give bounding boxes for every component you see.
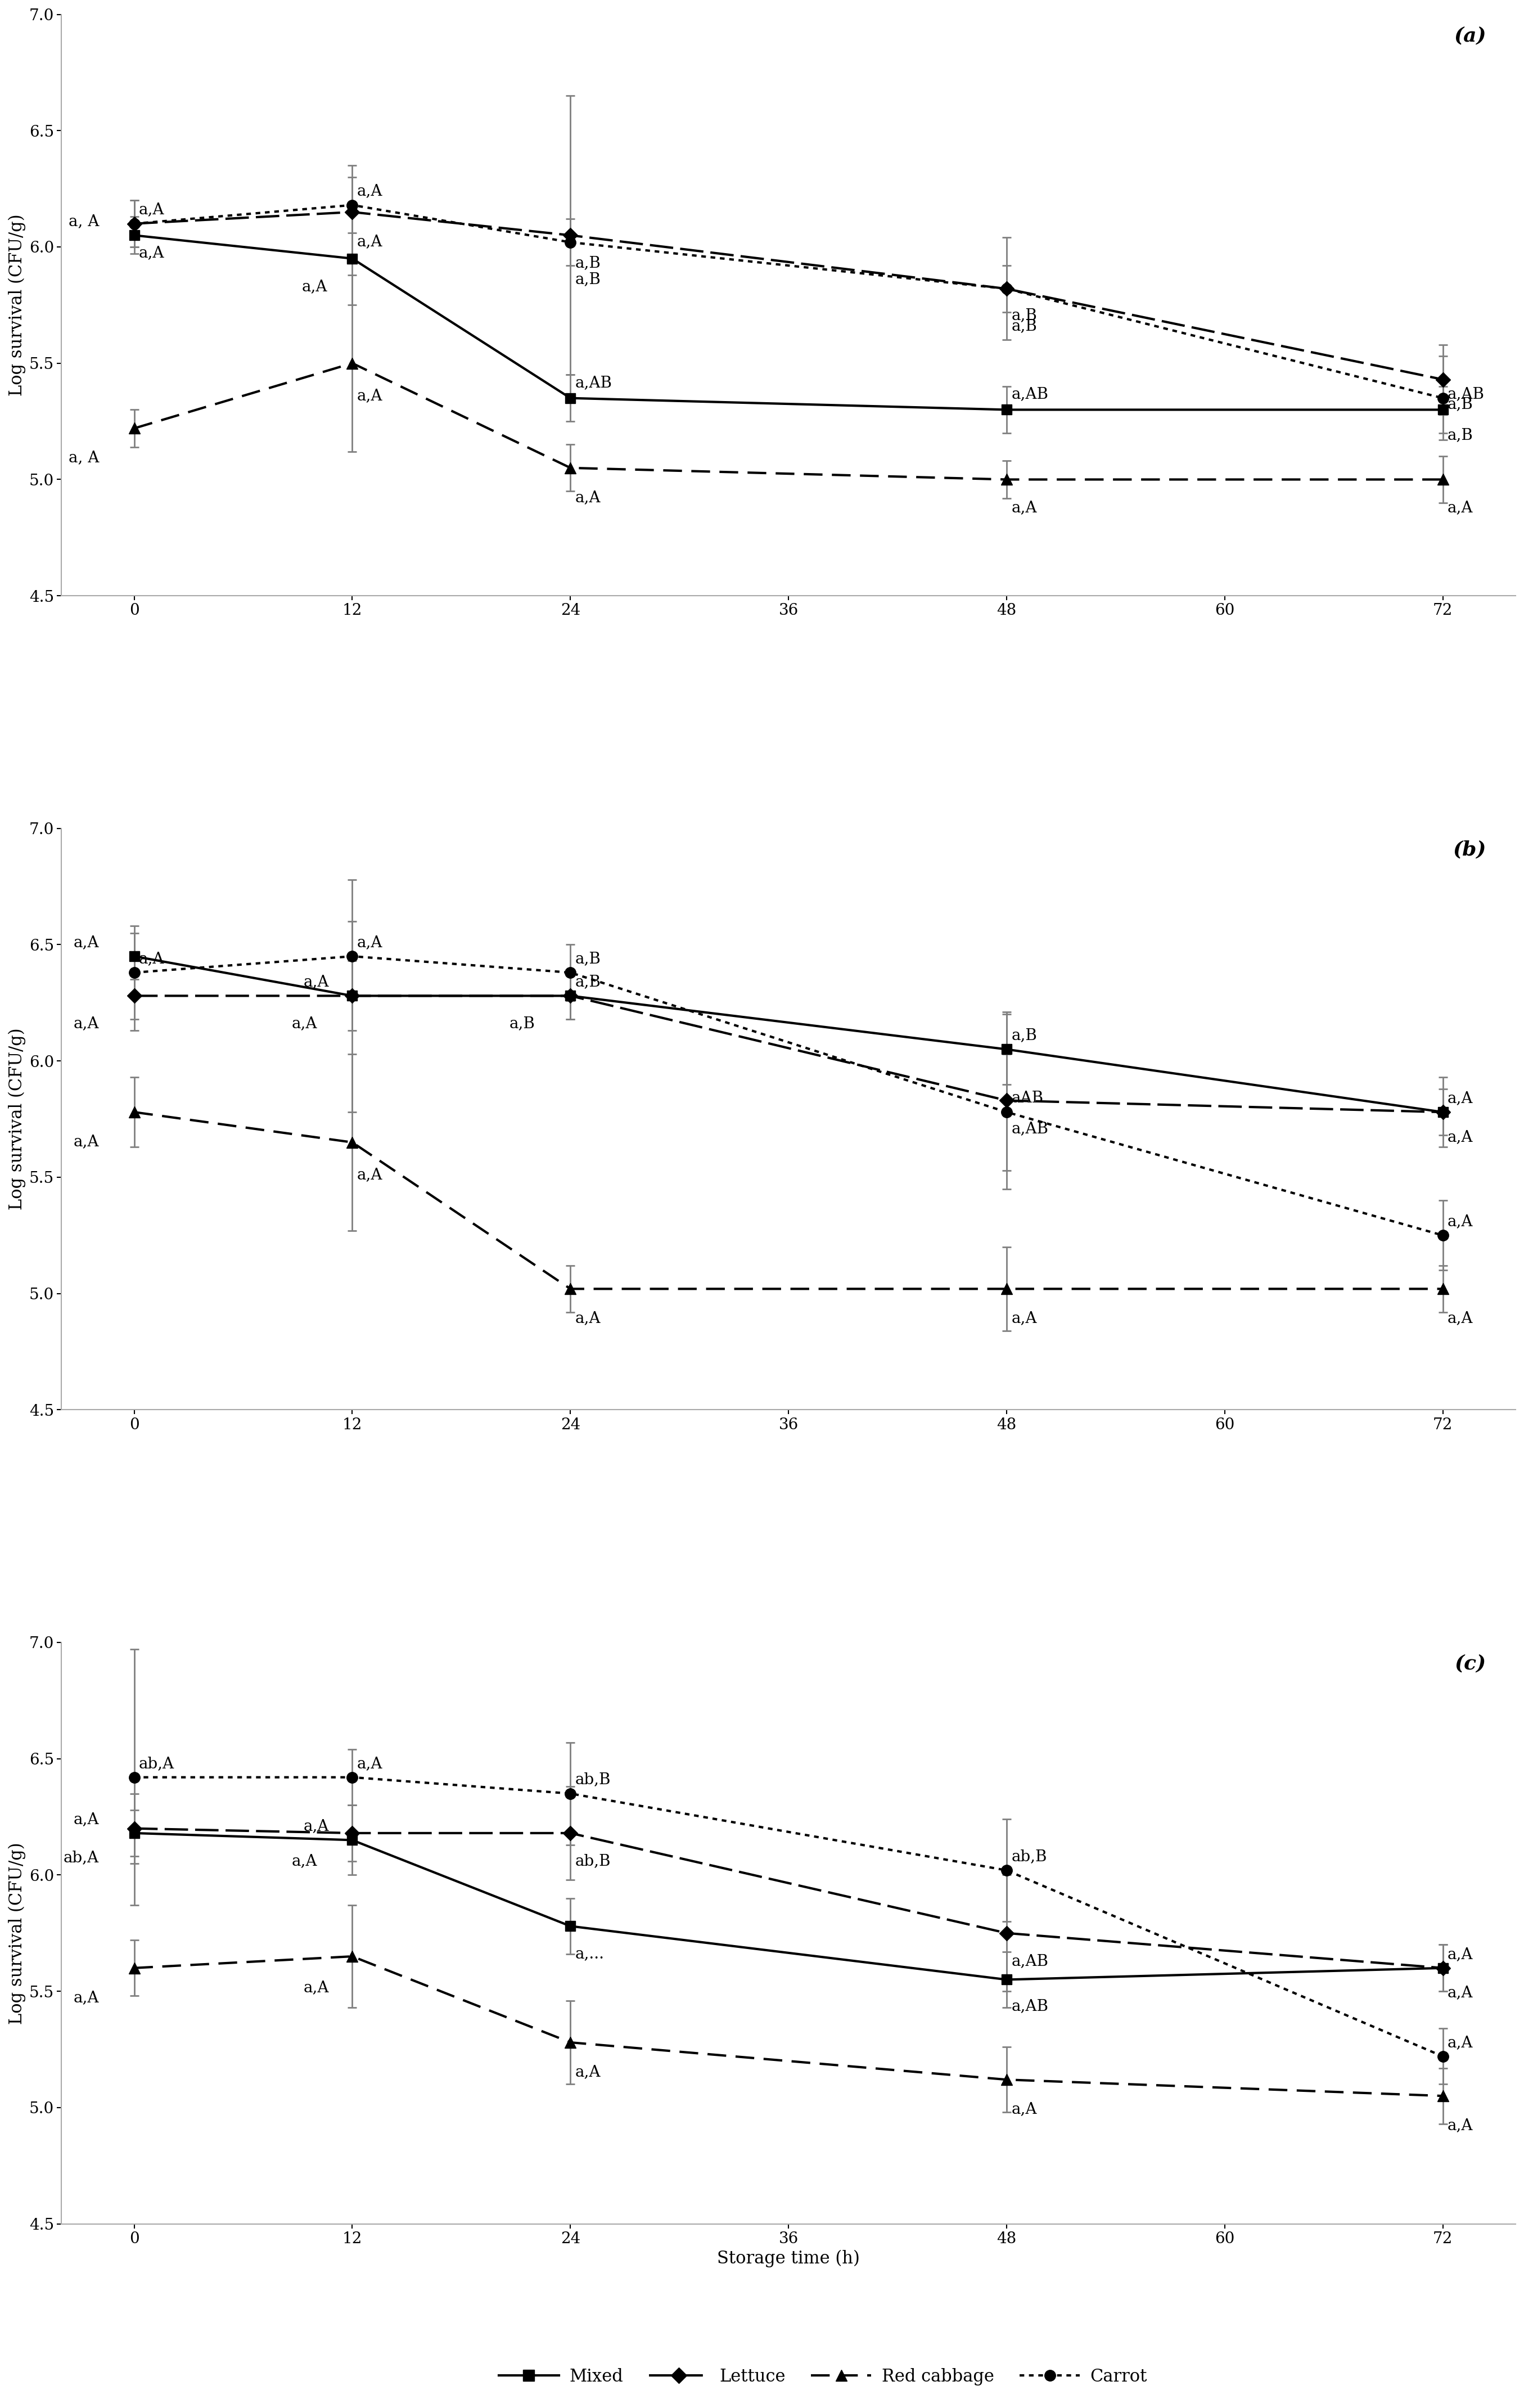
Text: a,A: a,A (357, 934, 383, 951)
Text: a,A: a,A (303, 1979, 329, 1994)
Text: (a): (a) (1454, 26, 1486, 46)
Text: a,A: a,A (73, 1134, 99, 1149)
Text: a,A: a,A (1012, 2102, 1036, 2117)
Text: (b): (b) (1452, 840, 1486, 860)
Text: a,A: a,A (1448, 1310, 1474, 1327)
Text: a,B: a,B (1448, 429, 1474, 443)
Text: a,A: a,A (357, 388, 383, 405)
Legend: Mixed, Lettuce, Red cabbage, Carrot: Mixed, Lettuce, Red cabbage, Carrot (492, 2360, 1154, 2391)
Text: a,A: a,A (73, 934, 99, 951)
Text: a,B: a,B (509, 1016, 535, 1031)
Text: a,AB: a,AB (1448, 388, 1484, 402)
Text: a,A: a,A (291, 1854, 317, 1869)
Y-axis label: Log survival (CFU/g): Log survival (CFU/g) (9, 1842, 26, 2025)
Text: a,AB: a,AB (1012, 388, 1049, 402)
Text: a,A: a,A (139, 246, 165, 260)
Text: ab,A: ab,A (139, 1755, 174, 1770)
Text: a,A: a,A (357, 1755, 383, 1770)
Text: a,B: a,B (1012, 1028, 1038, 1043)
Text: ab,B: ab,B (575, 1854, 611, 1869)
Text: a,B: a,B (575, 975, 600, 990)
Text: a,B: a,B (575, 255, 600, 270)
Text: a,B: a,B (575, 951, 600, 966)
Text: a,A: a,A (1012, 1310, 1036, 1327)
Text: a,B: a,B (1012, 318, 1038, 335)
Text: a,A: a,A (303, 1818, 329, 1835)
Text: a,A: a,A (357, 1168, 383, 1182)
Text: a,AB: a,AB (575, 376, 613, 390)
Text: a,A: a,A (139, 951, 165, 966)
Text: a,...: a,... (575, 1946, 605, 1963)
Text: a,A: a,A (575, 2064, 600, 2081)
Text: a,A: a,A (1448, 1091, 1474, 1105)
Text: a,A: a,A (1448, 501, 1474, 515)
Text: a,A: a,A (1448, 2117, 1474, 2133)
Text: a,A: a,A (357, 183, 383, 200)
Text: a,A: a,A (575, 1310, 600, 1327)
Text: a,A: a,A (291, 1016, 317, 1031)
Text: a,A: a,A (1448, 1214, 1474, 1228)
Text: a,A: a,A (575, 489, 600, 506)
Text: a,A: a,A (73, 1989, 99, 2006)
Text: a,B: a,B (575, 272, 600, 287)
Text: a,A: a,A (1448, 1946, 1474, 1963)
Text: a,A: a,A (1012, 501, 1036, 515)
Text: a,A: a,A (139, 202, 165, 217)
Text: a,AB: a,AB (1012, 1120, 1049, 1137)
Text: a,A: a,A (357, 234, 383, 248)
Text: a,AB: a,AB (1012, 1953, 1049, 1970)
Text: ab,B: ab,B (1012, 1849, 1047, 1864)
Text: a,A: a,A (303, 975, 329, 990)
Text: a, A: a, A (69, 450, 99, 465)
Y-axis label: Log survival (CFU/g): Log survival (CFU/g) (9, 1028, 26, 1211)
Text: a, A: a, A (69, 214, 99, 229)
Text: a,A: a,A (73, 1016, 99, 1031)
X-axis label: Storage time (h): Storage time (h) (718, 2249, 860, 2266)
Text: a,B: a,B (1012, 308, 1038, 323)
Text: a,A: a,A (1448, 1129, 1474, 1144)
Text: (c): (c) (1455, 1654, 1486, 1674)
Text: ab,B: ab,B (575, 1772, 611, 1787)
Text: aAB: aAB (1012, 1091, 1044, 1105)
Text: a,A: a,A (73, 1811, 99, 1828)
Text: a,A: a,A (1448, 1984, 1474, 2001)
Text: a,A: a,A (302, 279, 328, 294)
Text: ab,A: ab,A (64, 1849, 99, 1866)
Y-axis label: Log survival (CFU/g): Log survival (CFU/g) (9, 214, 26, 395)
Text: a,B: a,B (1448, 397, 1474, 412)
Text: a,AB: a,AB (1012, 1999, 1049, 2013)
Text: a,A: a,A (1448, 2035, 1474, 2049)
